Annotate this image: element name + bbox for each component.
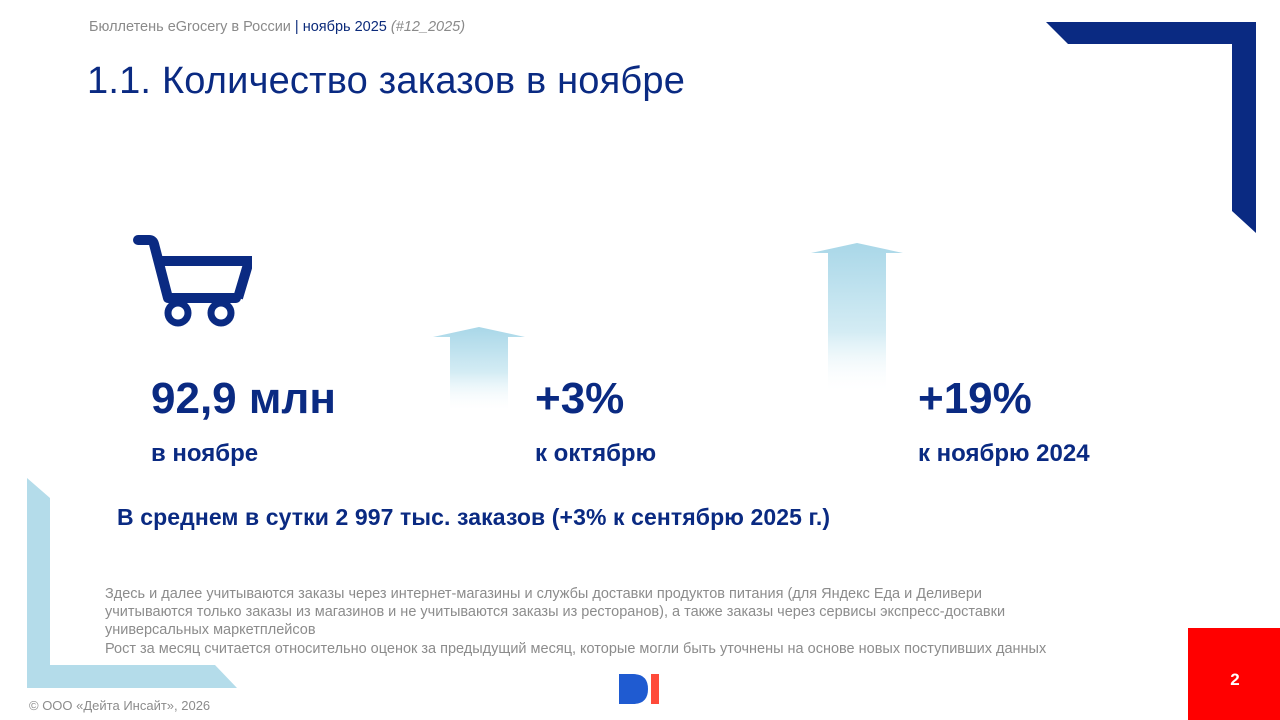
metric-label: к ноябрю 2024 xyxy=(918,440,1090,467)
bracket-light-blue-shape xyxy=(27,478,237,688)
arrow-up-icon xyxy=(433,327,525,410)
metric-label: к октябрю xyxy=(535,440,657,467)
page-number-badge: 2 xyxy=(1188,628,1280,720)
copyright: © ООО «Дейта Инсайт», 2026 xyxy=(29,698,211,713)
footnote: Здесь и далее учитываются заказы через и… xyxy=(105,585,1175,658)
metric-value: +3% xyxy=(535,374,625,423)
bracket-dark-blue-shape xyxy=(1046,22,1256,233)
metric-month-growth: +3% к октябрю xyxy=(535,377,656,466)
footnote-line: учитываются только заказы из магазинов и… xyxy=(105,604,1006,621)
metric-value: 92,9 млн xyxy=(151,374,336,423)
bulletin-header: Бюллетень eGrocery в России | ноябрь 202… xyxy=(89,19,465,35)
page-number: 2 xyxy=(1230,670,1240,689)
bulletin-issue: (#12_2025) xyxy=(386,19,466,35)
header-separator: | xyxy=(290,19,303,35)
footnote-line: Здесь и далее учитываются заказы через и… xyxy=(105,586,982,602)
footnote-line: Рост за месяц считается относительно оце… xyxy=(105,640,1047,657)
daily-average-summary: В среднем в сутки 2 997 тыс. заказов (+3… xyxy=(117,504,831,530)
footnote-line: универсальных маркетплейсов xyxy=(105,622,316,639)
bulletin-name: Бюллетень eGrocery в России xyxy=(89,19,291,35)
bulletin-period: ноябрь 2025 xyxy=(302,19,387,35)
shopping-cart-icon xyxy=(133,235,252,327)
metric-year-growth: +19% к ноябрю 2024 xyxy=(918,377,1090,466)
page-title: 1.1. Количество заказов в ноябре xyxy=(87,60,686,102)
metric-total-orders: 92,9 млн в ноябре xyxy=(151,377,336,466)
metric-label: в ноябре xyxy=(151,440,259,467)
metric-value: +19% xyxy=(918,374,1032,423)
di-logo xyxy=(619,674,659,704)
arrow-up-icon xyxy=(811,243,903,392)
